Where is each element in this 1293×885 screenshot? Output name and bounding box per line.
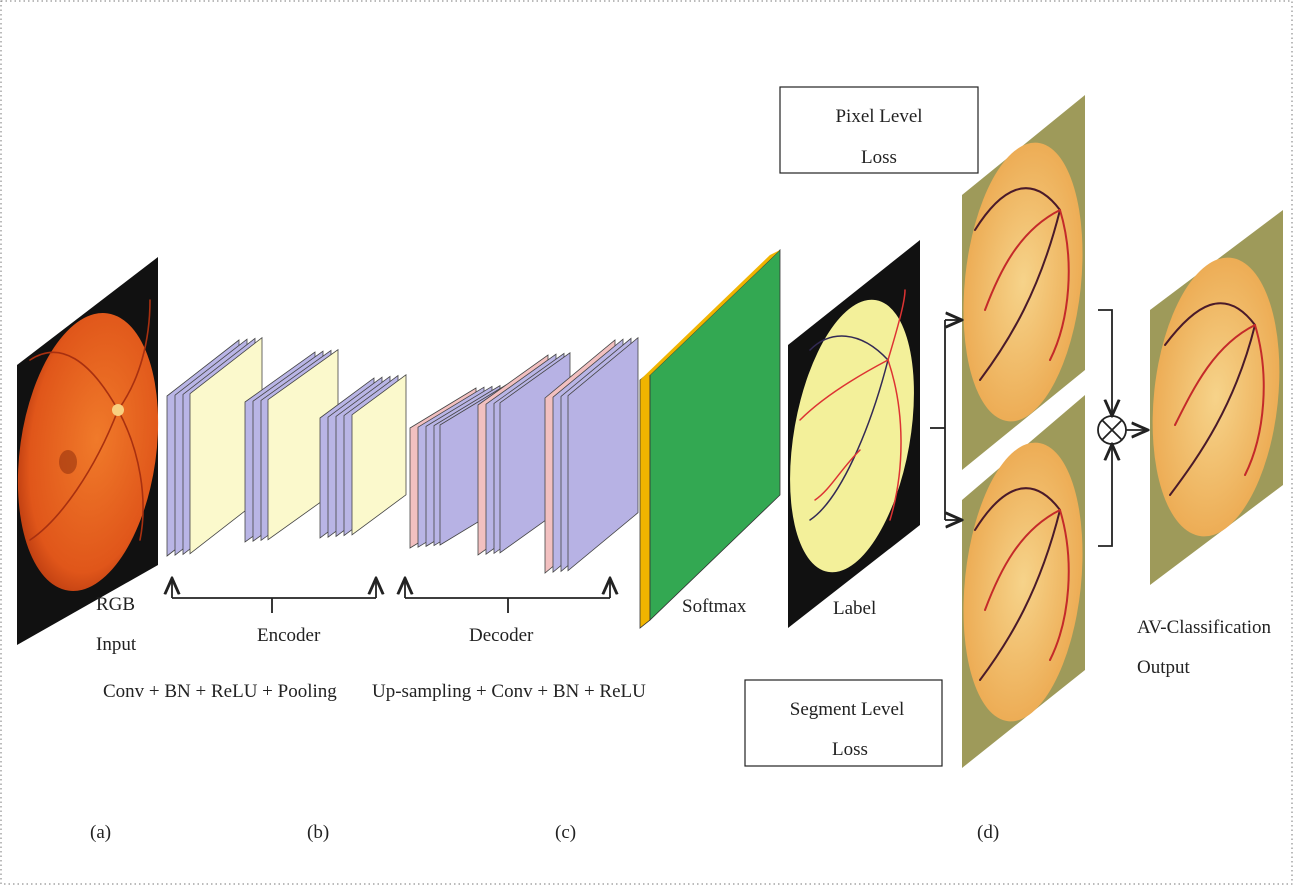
- figure: RGB Input Encoder Conv + BN + ReLU + Poo…: [0, 0, 1293, 885]
- decoder-ops: Up-sampling + Conv + BN + ReLU: [372, 681, 646, 702]
- output-line: Output: [1137, 657, 1191, 678]
- segment-loss-line: Loss: [832, 739, 868, 760]
- panel-label: (a): [90, 822, 111, 843]
- panel-label: (d): [977, 822, 999, 843]
- pixel-loss-line: Pixel Level: [835, 106, 922, 127]
- softmax-edge: [640, 372, 650, 628]
- layers: [167, 338, 638, 573]
- softmax-label: Softmax: [682, 596, 747, 617]
- softmax-layer: [650, 250, 780, 620]
- label-caption: Label: [833, 598, 876, 619]
- decoder-label: Decoder: [469, 625, 534, 646]
- segment-loss-line: Segment Level: [790, 699, 905, 720]
- encoder-ops: Conv + BN + ReLU + Pooling: [103, 681, 337, 702]
- input-line: RGB: [96, 594, 135, 615]
- pixel-loss-line: Loss: [861, 147, 897, 168]
- encoder-label: Encoder: [257, 625, 321, 646]
- panel-label: (b): [307, 822, 329, 843]
- output-images: [951, 95, 1293, 768]
- input-line: Input: [96, 634, 137, 655]
- optic-disc: [112, 404, 124, 416]
- macula: [59, 450, 77, 474]
- panel-label: (c): [555, 822, 576, 843]
- output-line: AV-Classification: [1137, 617, 1272, 638]
